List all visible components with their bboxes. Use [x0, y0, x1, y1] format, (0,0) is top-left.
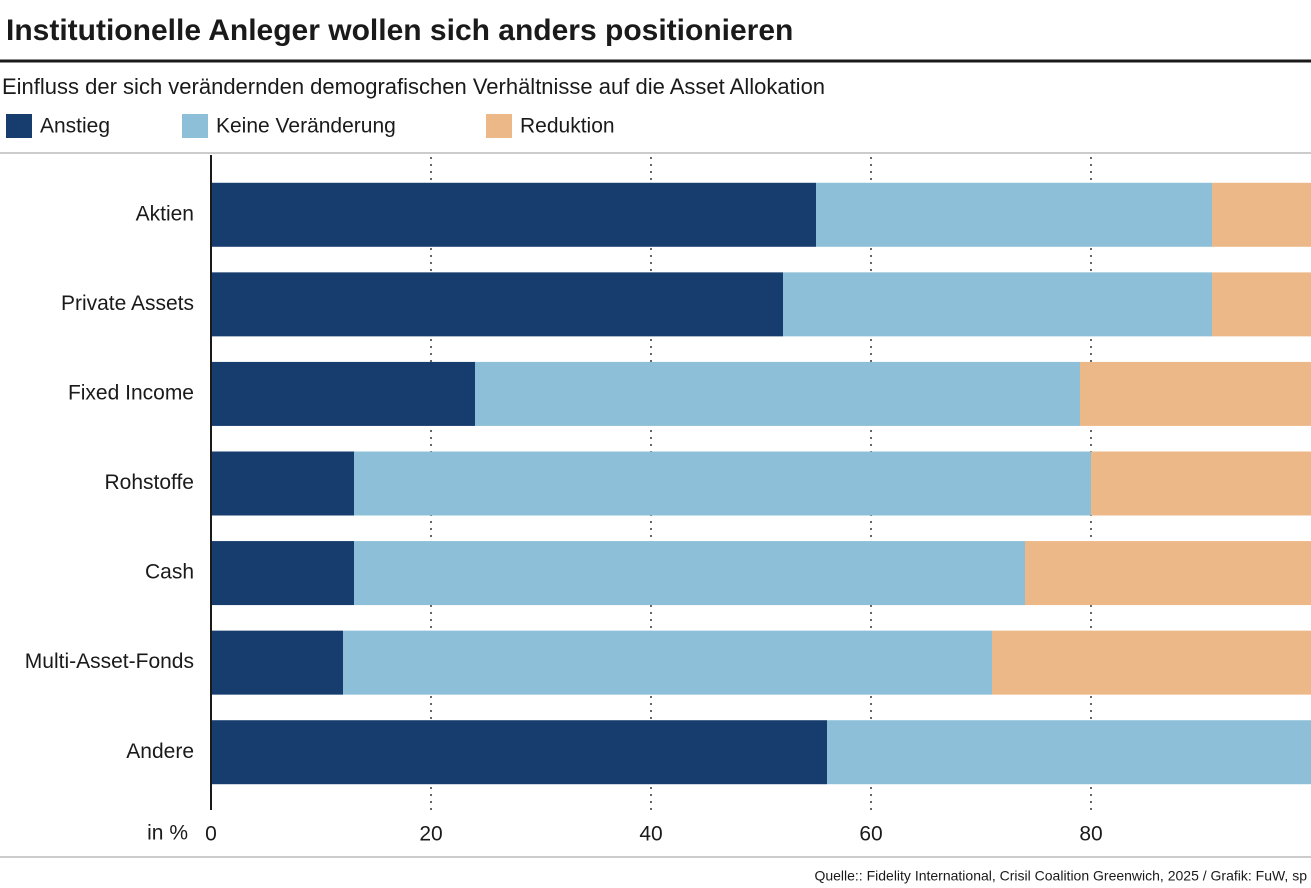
y-tick-label: Fixed Income	[68, 381, 194, 404]
bar-segment	[992, 630, 1311, 695]
bar-segment	[1091, 451, 1311, 516]
y-tick-label: Private Assets	[61, 292, 194, 315]
y-tick-label: Aktien	[136, 202, 194, 225]
bar-segment	[211, 451, 354, 516]
legend-swatch	[486, 114, 512, 138]
bar-segment	[1212, 272, 1311, 337]
x-tick-label: 60	[859, 823, 882, 846]
bar-segment	[827, 720, 1311, 785]
y-tick-label: Andere	[126, 740, 194, 763]
bar-segment	[1212, 182, 1311, 247]
bar-segment	[211, 361, 475, 426]
x-axis-label: in %	[147, 822, 188, 845]
bar-segment	[211, 182, 816, 247]
bar-segment	[343, 630, 992, 695]
x-tick-label: 80	[1079, 823, 1102, 846]
chart-subtitle: Einfluss der sich verändernden demografi…	[2, 74, 825, 99]
bar-segment	[211, 541, 354, 606]
bar-segment	[783, 272, 1212, 337]
legend-label: Reduktion	[520, 115, 615, 138]
bar-segment	[211, 272, 783, 337]
bar-segment	[354, 541, 1025, 606]
y-tick-label: Cash	[145, 561, 194, 584]
bar-segment	[816, 182, 1212, 247]
bar-segment	[1080, 361, 1311, 426]
chart-title: Institutionelle Anleger wollen sich ande…	[6, 14, 793, 47]
y-tick-label: Multi-Asset-Fonds	[25, 650, 194, 673]
bar-segment	[354, 451, 1091, 516]
x-tick-label: 20	[419, 823, 442, 846]
legend-swatch	[6, 114, 32, 138]
bar-segment	[1025, 541, 1311, 606]
x-tick-label: 40	[639, 823, 662, 846]
bar-segment	[475, 361, 1080, 426]
legend-label: Keine Veränderung	[216, 115, 396, 138]
legend-swatch	[182, 114, 208, 138]
legend-label: Anstieg	[40, 115, 110, 138]
x-tick-label: 0	[205, 823, 217, 846]
bar-segment	[211, 630, 343, 695]
bar-segment	[211, 720, 827, 785]
y-tick-label: Rohstoffe	[104, 471, 194, 494]
source: Quelle:: Fidelity International, Crisil …	[814, 868, 1307, 884]
